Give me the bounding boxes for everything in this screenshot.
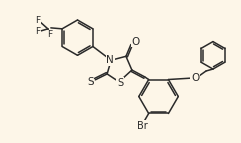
Text: F: F: [35, 27, 40, 36]
Text: O: O: [191, 73, 199, 83]
Text: N: N: [106, 55, 114, 65]
Text: Br: Br: [137, 121, 148, 131]
Text: S: S: [117, 78, 123, 88]
Text: O: O: [132, 37, 140, 47]
Text: F: F: [35, 16, 40, 24]
Text: F: F: [47, 30, 52, 39]
Text: S: S: [87, 77, 94, 87]
